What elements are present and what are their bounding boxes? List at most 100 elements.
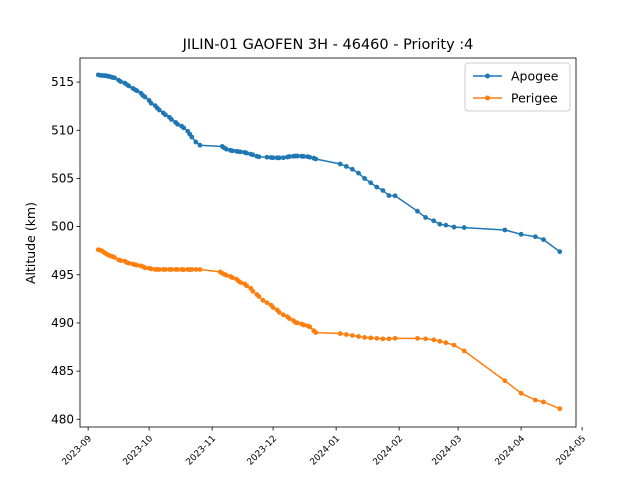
plot-area	[95, 72, 563, 412]
apogee-point	[431, 218, 437, 224]
apogee-point	[175, 121, 180, 127]
y-axis-label: Altitude (km)	[23, 202, 38, 284]
plot-frame	[79, 57, 577, 428]
perigee-point	[162, 267, 168, 272]
perigee-point	[374, 335, 380, 341]
perigee-point	[112, 255, 117, 260]
apogee-point	[256, 154, 262, 160]
perigee-point	[270, 305, 276, 310]
perigee-point	[118, 258, 124, 263]
perigee-point	[423, 336, 428, 342]
legend-label-perigee: Perigee	[511, 91, 558, 106]
perigee-point	[134, 262, 140, 268]
apogee-point	[337, 161, 343, 167]
apogee-point	[557, 249, 563, 255]
apogee-point	[541, 237, 546, 243]
perigee-point	[181, 267, 187, 273]
apogee-point	[307, 154, 313, 160]
perigee-point	[142, 265, 148, 271]
legend-label-apogee: Apogee	[511, 69, 559, 84]
perigee-point	[380, 336, 386, 342]
perigee-point	[461, 348, 467, 354]
perigee-point	[392, 335, 398, 341]
apogee-point	[118, 79, 124, 84]
perigee-point	[502, 378, 508, 384]
apogee-point	[423, 215, 428, 220]
perigee-point	[518, 390, 524, 396]
perigee-point	[286, 316, 292, 322]
apogee-point	[313, 156, 319, 162]
perigee-point	[301, 322, 307, 328]
apogee-point	[461, 225, 467, 230]
perigee-point	[126, 260, 132, 266]
perigee-point	[230, 275, 235, 281]
perigee-point	[307, 324, 313, 330]
y-tick-label: 490	[51, 316, 74, 330]
perigee-point	[197, 267, 203, 272]
perigee-point	[169, 267, 174, 272]
perigee-point	[431, 337, 437, 343]
perigee-point	[443, 340, 449, 346]
perigee-point	[256, 294, 262, 299]
perigee-point	[244, 283, 250, 289]
apogee-point	[437, 221, 443, 227]
apogee-point	[443, 222, 449, 228]
legend-marker-perigee	[485, 95, 490, 101]
perigee-point	[260, 297, 266, 303]
apogee-point	[532, 234, 538, 240]
perigee-point	[189, 267, 195, 272]
y-tick-label: 505	[51, 171, 74, 185]
perigee-point	[386, 336, 392, 342]
perigee-point	[148, 266, 154, 272]
apogee-point	[386, 193, 392, 198]
perigee-point	[156, 267, 162, 272]
apogee-point	[264, 154, 270, 160]
perigee-point	[356, 334, 361, 339]
apogee-point	[362, 176, 367, 181]
apogee-point	[451, 224, 457, 230]
y-tick-label: 515	[51, 75, 74, 89]
apogee-point	[126, 83, 132, 89]
apogee-point	[343, 163, 349, 169]
y-tick-label: 480	[51, 412, 74, 426]
apogee-point	[380, 188, 386, 193]
apogee-point	[148, 100, 154, 106]
perigee-point	[349, 333, 355, 338]
apogee-point	[301, 154, 307, 159]
apogee-point	[162, 112, 168, 118]
apogee-point	[134, 88, 140, 94]
apogee-point	[169, 117, 174, 122]
y-tick-label: 495	[51, 268, 74, 282]
perigee-point	[238, 280, 243, 285]
apogee-point	[189, 134, 195, 140]
perigee-point	[313, 330, 319, 335]
apogee-point	[223, 146, 229, 152]
perigee-point	[532, 397, 538, 403]
legend: Apogee Perigee	[464, 62, 571, 112]
perigee-point	[437, 338, 443, 344]
perigee-point	[337, 331, 343, 336]
perigee-point	[343, 332, 349, 337]
apogee-point	[230, 148, 235, 154]
perigee-point	[362, 335, 367, 340]
perigee-point	[264, 300, 270, 306]
perigee-point	[276, 309, 282, 315]
apogee-point	[286, 154, 292, 159]
apogee-point	[392, 193, 398, 199]
apogee-point	[374, 184, 380, 190]
apogee-point	[415, 208, 420, 214]
perigee-point	[415, 335, 420, 341]
legend-frame	[464, 62, 571, 112]
perigee-point	[193, 267, 199, 272]
apogee-point	[356, 170, 361, 176]
perigee-point	[451, 342, 457, 348]
apogee-point	[197, 142, 203, 148]
apogee-point	[270, 155, 276, 161]
perigee-point	[295, 320, 300, 326]
perigee-point	[280, 312, 286, 318]
perigee-point	[250, 288, 256, 294]
apogee-point	[238, 149, 243, 155]
y-tick-label: 510	[51, 123, 74, 137]
apogee-point	[156, 107, 162, 113]
